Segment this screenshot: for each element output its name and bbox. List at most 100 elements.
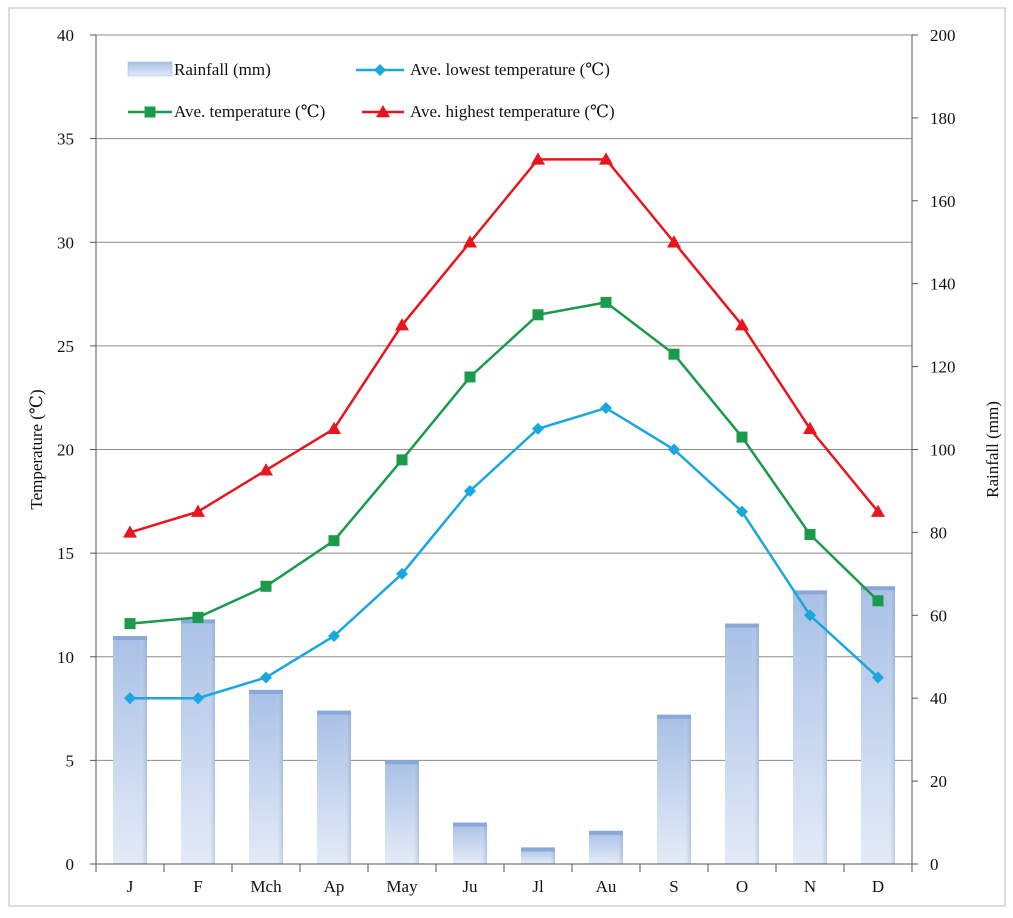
right-tick-label: 200 bbox=[930, 26, 956, 45]
average-temperature-point bbox=[124, 618, 136, 630]
rainfall-bar-top bbox=[861, 586, 895, 591]
lowest-temperature-point bbox=[260, 671, 272, 684]
average-temperature-point bbox=[328, 535, 340, 547]
left-tick-label: 5 bbox=[66, 751, 75, 770]
x-tick-label: F bbox=[193, 877, 202, 896]
lowest-temperature-point bbox=[532, 422, 544, 435]
lowest-temperature-point bbox=[736, 505, 748, 518]
rainfall-bar-shade bbox=[207, 619, 215, 864]
rainfall-bar-top bbox=[317, 710, 351, 715]
rainfall-bar-top bbox=[657, 714, 691, 719]
left-tick-label: 40 bbox=[57, 26, 74, 45]
chart-border bbox=[8, 7, 1006, 907]
right-tick-label: 80 bbox=[930, 523, 947, 542]
rainfall-bar-shade bbox=[275, 689, 283, 864]
left-tick-label: 10 bbox=[57, 648, 74, 667]
right-tick-label: 160 bbox=[930, 192, 956, 211]
rainfall-bar-top bbox=[589, 830, 623, 835]
lowest-temperature-point bbox=[192, 692, 204, 705]
average-temperature-point bbox=[600, 296, 612, 308]
average-temperature-point bbox=[668, 348, 680, 360]
rainfall-bar-shade bbox=[615, 830, 623, 864]
x-tick-label: Mch bbox=[250, 877, 282, 896]
lowest-temperature-point bbox=[668, 443, 680, 456]
rainfall-bar-shade bbox=[683, 714, 691, 864]
legend-highest-label: Ave. highest temperature (℃) bbox=[410, 102, 615, 121]
rainfall-bar-shade bbox=[411, 760, 419, 864]
legend-average-label: Ave. temperature (℃) bbox=[174, 102, 325, 121]
rainfall-bar-top bbox=[385, 760, 419, 765]
average-temperature-point bbox=[736, 431, 748, 443]
x-tick-label: Au bbox=[596, 877, 617, 896]
rainfall-bar bbox=[521, 847, 555, 864]
rainfall-bar-top bbox=[725, 623, 759, 628]
x-tick-label: Ju bbox=[462, 877, 478, 896]
highest-temperature-line bbox=[129, 158, 879, 534]
highest-temperature-point bbox=[395, 318, 409, 331]
right-tick-label: 20 bbox=[930, 772, 947, 791]
right-tick-label: 180 bbox=[930, 109, 956, 128]
legend-average-marker bbox=[144, 106, 156, 118]
legend-lowest-marker bbox=[374, 64, 386, 76]
rainfall-bar-shade bbox=[479, 822, 487, 864]
right-tick-label: 60 bbox=[930, 606, 947, 625]
highest-temperature-point bbox=[191, 504, 205, 517]
average-temperature-point bbox=[192, 611, 204, 623]
highest-temperature-point bbox=[803, 421, 817, 435]
right-tick-label: 120 bbox=[930, 358, 956, 377]
right-tick-label: 0 bbox=[930, 855, 939, 874]
left-axis-title: Temperature (℃) bbox=[27, 389, 46, 509]
average-temperature-point bbox=[872, 595, 884, 607]
legend-highest-marker bbox=[376, 105, 390, 118]
highest-temperature-point bbox=[123, 525, 137, 538]
highest-temperature-point bbox=[871, 504, 885, 517]
highest-temperature-point bbox=[531, 152, 545, 165]
left-tick-label: 20 bbox=[57, 441, 74, 460]
rainfall-bar-shade bbox=[547, 847, 555, 864]
left-tick-label: 15 bbox=[57, 544, 74, 563]
highest-temperature-point bbox=[735, 318, 749, 331]
rainfall-bar-top bbox=[113, 636, 147, 641]
highest-temperature-point bbox=[599, 152, 613, 165]
average-temperature-line bbox=[129, 301, 879, 625]
legend-rainfall-label: Rainfall (mm) bbox=[174, 60, 271, 79]
right-tick-label: 100 bbox=[930, 441, 956, 460]
highest-temperature-point bbox=[463, 235, 477, 248]
x-tick-label: O bbox=[736, 877, 748, 896]
average-temperature-point bbox=[464, 371, 476, 383]
rainfall-bar-shade bbox=[887, 586, 895, 864]
highest-temperature-point bbox=[327, 421, 341, 435]
x-tick-label: S bbox=[669, 877, 678, 896]
lowest-temperature-point bbox=[872, 671, 884, 684]
rainfall-bar-top bbox=[793, 590, 827, 595]
left-tick-label: 0 bbox=[66, 855, 75, 874]
rainfall-bar-shade bbox=[139, 636, 147, 864]
rainfall-bar-top bbox=[521, 847, 555, 852]
lowest-temperature-point bbox=[124, 692, 136, 705]
highest-temperature-point bbox=[259, 463, 273, 476]
rainfall-bar-shade bbox=[343, 710, 351, 864]
rainfall-bar-top bbox=[249, 689, 283, 694]
x-tick-label: N bbox=[804, 877, 816, 896]
x-tick-label: J bbox=[127, 877, 134, 896]
x-tick-label: May bbox=[386, 877, 418, 896]
lowest-temperature-point bbox=[328, 630, 340, 643]
legend-lowest-label: Ave. lowest temperature (℃) bbox=[410, 60, 610, 79]
lowest-temperature-point bbox=[804, 609, 816, 622]
lowest-temperature-line bbox=[130, 406, 879, 700]
rainfall-bar-top bbox=[453, 822, 487, 827]
average-temperature-point bbox=[260, 580, 272, 592]
left-tick-label: 25 bbox=[57, 337, 74, 356]
right-tick-label: 140 bbox=[930, 275, 956, 294]
lowest-temperature-point bbox=[396, 567, 408, 580]
left-tick-label: 30 bbox=[57, 233, 74, 252]
x-tick-label: Ap bbox=[324, 877, 345, 896]
right-tick-label: 40 bbox=[930, 689, 947, 708]
x-tick-label: D bbox=[872, 877, 884, 896]
average-temperature-point bbox=[804, 528, 816, 540]
left-tick-label: 35 bbox=[57, 130, 74, 149]
lowest-temperature-point bbox=[464, 484, 476, 497]
rainfall-bar-shade bbox=[819, 590, 827, 864]
highest-temperature-point bbox=[667, 235, 681, 248]
